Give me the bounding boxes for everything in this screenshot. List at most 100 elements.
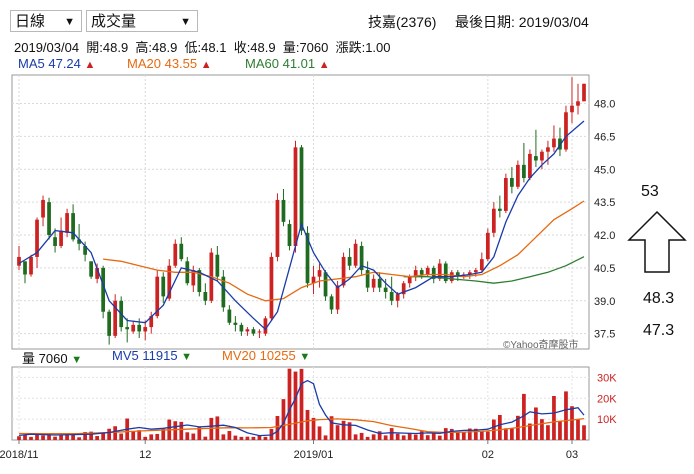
- candle-body: [59, 230, 63, 246]
- candle-body: [257, 331, 262, 333]
- candle-body: [215, 254, 220, 277]
- candle-body: [239, 324, 244, 332]
- volume-bar: [305, 409, 310, 440]
- volume-bar: [341, 420, 346, 440]
- candle-body: [179, 243, 184, 260]
- price-tick-label: 42.0: [594, 230, 615, 242]
- candle-body: [305, 232, 310, 284]
- candle-body: [383, 287, 388, 293]
- down-triangle-icon: ▼: [181, 351, 193, 363]
- volume-bar: [71, 434, 75, 440]
- price-tick-label: 43.5: [594, 197, 615, 209]
- candle-body: [41, 199, 45, 218]
- candle-body: [17, 256, 21, 266]
- volume-bar: [41, 435, 45, 440]
- mv20-value: 10255: [259, 348, 296, 363]
- candle-body: [197, 270, 202, 293]
- volume-bar: [546, 425, 550, 440]
- volume-bar: [335, 425, 340, 440]
- ma5-line: [18, 120, 585, 331]
- volume-bar: [485, 431, 490, 440]
- candle-body: [455, 272, 460, 277]
- candle-body: [89, 261, 93, 277]
- period-select[interactable]: 日線 ▼: [10, 10, 82, 32]
- candle-body: [311, 276, 316, 284]
- volume-bar: [528, 423, 532, 440]
- candle-body: [35, 219, 39, 257]
- ma20-value: 43.55: [164, 56, 198, 71]
- time-tick-label: 12: [139, 449, 151, 461]
- ma60-legend: MA60 41.01 ▲: [245, 56, 330, 71]
- ma20-legend: MA20 43.55 ▲: [127, 56, 212, 71]
- candle-body: [131, 324, 136, 332]
- mv5-label: MV5: [112, 348, 139, 363]
- annotation-mid-value: 48.3: [643, 290, 675, 307]
- volume-bar: [77, 437, 81, 440]
- volume-bar: [221, 434, 226, 440]
- volume-bar: [503, 428, 508, 440]
- volume-bar: [95, 436, 100, 440]
- volume-legend: 量 7060 ▼: [22, 348, 82, 367]
- candle-body: [419, 270, 424, 275]
- time-tick-label: 2019/01: [294, 449, 334, 461]
- volume-bar: [329, 416, 334, 440]
- volume-value: 7060: [38, 351, 68, 366]
- price-tick-label: 37.5: [594, 329, 615, 341]
- volume-bar: [287, 368, 292, 440]
- candle-body: [167, 265, 172, 299]
- volume-bar: [540, 419, 544, 440]
- chevron-down-icon: ▼: [64, 16, 75, 28]
- volume-bar: [203, 436, 208, 440]
- volume-bar: [233, 435, 238, 440]
- volume-bar: [131, 431, 136, 440]
- candle-body: [473, 270, 478, 273]
- price-tick-label: 39.0: [594, 296, 615, 308]
- volume-bar: [413, 434, 418, 440]
- candle-body: [23, 261, 27, 275]
- candle-body: [245, 329, 250, 332]
- ohlc-summary: 2019/03/04 開:48.9 高:48.9 低:48.1 收:48.9 量…: [14, 40, 391, 55]
- candle-body: [323, 272, 328, 297]
- volume-bar: [401, 435, 406, 440]
- candle-body: [101, 267, 106, 312]
- volume-bar: [245, 436, 250, 440]
- annotation-low-value: 47.3: [643, 322, 675, 339]
- volume-bar: [558, 421, 562, 440]
- volume-tick-label: 30K: [597, 372, 617, 384]
- candle-body: [137, 324, 142, 332]
- watermark: ©Yahoo奇摩股市: [503, 340, 579, 351]
- mv20-line: [18, 417, 585, 435]
- time-tick-label: 2018/11: [0, 449, 38, 461]
- volume-bar: [299, 368, 304, 440]
- candle-body: [227, 309, 232, 323]
- volume-bar: [173, 421, 178, 440]
- price-tick-label: 46.5: [594, 131, 615, 143]
- mv20-legend: MV20 10255 ▼: [222, 348, 310, 363]
- candle-body: [155, 276, 160, 317]
- volume-bar: [149, 434, 154, 440]
- ma60-line: [403, 256, 585, 284]
- candle-body: [516, 164, 520, 187]
- candle-body: [546, 147, 550, 152]
- chevron-down-icon: ▼: [180, 16, 191, 28]
- candle-body: [329, 296, 334, 310]
- candle-body: [347, 256, 352, 266]
- volume-bar: [137, 430, 142, 440]
- down-triangle-icon: ▼: [71, 354, 83, 366]
- volume-bar: [395, 433, 400, 440]
- stock-title: 技嘉(2376): [368, 14, 437, 30]
- volume-bar: [311, 417, 316, 440]
- price-tick-label: 45.0: [594, 164, 615, 176]
- indicator-select[interactable]: 成交量 ▼: [86, 10, 198, 32]
- candle-body: [173, 243, 178, 266]
- volume-bar: [510, 428, 514, 440]
- last-date-label: 最後日期: 2019/03/04: [455, 14, 589, 30]
- candle-body: [401, 283, 406, 295]
- mv5-value: 11915: [142, 348, 178, 363]
- volume-bar: [389, 428, 394, 440]
- volume-bar: [23, 434, 27, 440]
- volume-bar: [317, 426, 322, 440]
- period-select-value: 日線: [15, 13, 46, 30]
- candle-body: [431, 267, 436, 279]
